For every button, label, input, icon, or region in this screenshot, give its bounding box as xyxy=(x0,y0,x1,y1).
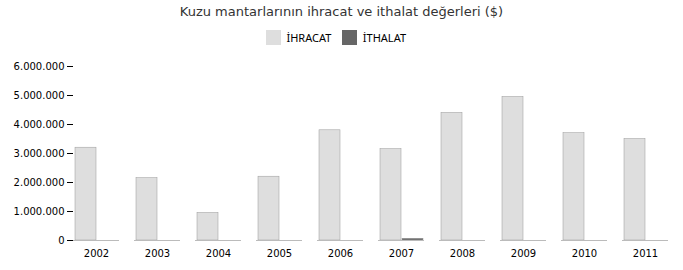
svg-text:2005: 2005 xyxy=(267,248,292,259)
svg-text:4.000.000: 4.000.000 xyxy=(14,119,65,130)
svg-text:2009: 2009 xyxy=(511,248,536,259)
svg-text:6.000.000: 6.000.000 xyxy=(14,61,65,72)
svg-text:1.000.000: 1.000.000 xyxy=(14,206,65,217)
svg-text:2007: 2007 xyxy=(389,248,414,259)
svg-text:2010: 2010 xyxy=(572,248,597,259)
svg-text:2006: 2006 xyxy=(328,248,353,259)
svg-text:3.000.000: 3.000.000 xyxy=(14,148,65,159)
svg-text:2.000.000: 2.000.000 xyxy=(14,177,65,188)
svg-text:2008: 2008 xyxy=(450,248,475,259)
svg-text:2002: 2002 xyxy=(84,248,109,259)
html-text:İTHALAT: İTHALAT xyxy=(362,30,406,45)
html-text:Kuzu mantarlarının ihracat ve: Kuzu mantarlarının ihracat ve ithalat de… xyxy=(179,4,504,19)
svg-text:0: 0 xyxy=(58,235,64,246)
svg-text:2004: 2004 xyxy=(206,248,231,259)
svg-text:2003: 2003 xyxy=(145,248,170,259)
svg-text:5.000.000: 5.000.000 xyxy=(14,90,65,101)
svg-text:2011: 2011 xyxy=(633,248,658,259)
html-text:İHRACAT: İHRACAT xyxy=(286,30,332,45)
